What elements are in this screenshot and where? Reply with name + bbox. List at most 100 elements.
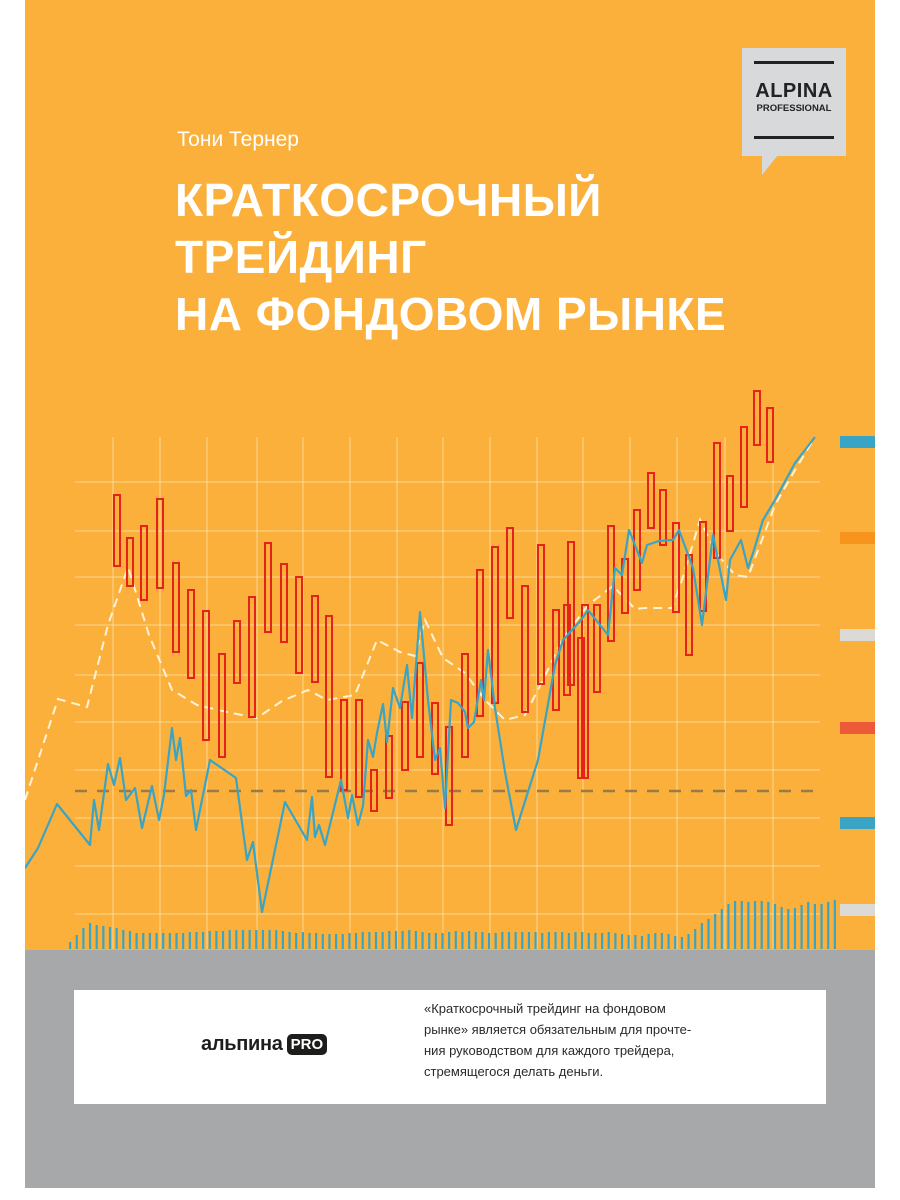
- volume-bar: [448, 932, 451, 949]
- volume-bar: [221, 931, 225, 949]
- badge-bottom-rule: [754, 136, 834, 139]
- side-marker: [840, 904, 875, 916]
- price-range-bar: [401, 701, 409, 771]
- volume-bar: [753, 901, 757, 949]
- volume-bar: [567, 933, 570, 949]
- title-line-3: НА ФОНДОВОМ РЫНКЕ: [175, 288, 727, 340]
- volume-bar: [514, 932, 517, 949]
- volume-bar: [800, 905, 803, 949]
- info-box: альпина PRO «Краткосрочный трейдинг на ф…: [74, 990, 826, 1104]
- volume-bar: [69, 942, 72, 949]
- price-range-bar: [537, 544, 545, 685]
- price-range-bar: [156, 498, 164, 589]
- volume-bar: [760, 901, 763, 949]
- volume-bar: [654, 933, 657, 949]
- volume-bar: [374, 932, 378, 949]
- volume-bar: [787, 909, 790, 949]
- logo-pro-tag: PRO: [286, 1034, 328, 1055]
- volume-bar: [75, 935, 78, 949]
- volume-bar: [414, 931, 417, 949]
- price-range-bar: [552, 609, 560, 711]
- volume-bar: [115, 928, 118, 949]
- volume-bar: [155, 933, 158, 949]
- volume-bar: [667, 934, 670, 949]
- volume-bar: [295, 933, 298, 949]
- volume-bar: [142, 933, 145, 949]
- badge-top-rule: [754, 61, 834, 64]
- volume-bar: [188, 932, 191, 949]
- volume-bar: [368, 932, 371, 949]
- price-range-bar: [753, 390, 761, 446]
- price-range-bar: [311, 595, 319, 683]
- volume-bar: [441, 933, 444, 949]
- volume-bar: [215, 931, 218, 949]
- volume-bar: [401, 931, 404, 949]
- book-cover: ALPINA PROFESSIONAL Тони Тернер КРАТКОСР…: [25, 0, 875, 1188]
- volume-bar: [773, 904, 777, 949]
- price-range-bar: [370, 769, 378, 812]
- side-marker: [840, 532, 875, 544]
- price-range-bar: [295, 576, 303, 674]
- side-marker: [840, 436, 875, 448]
- volume-bar: [381, 932, 384, 949]
- price-range-bar: [577, 637, 585, 779]
- price-range-bar: [248, 596, 256, 718]
- alpina-professional-badge: ALPINA PROFESSIONAL: [742, 48, 846, 175]
- volume-bar: [813, 904, 816, 949]
- price-range-bar: [506, 527, 514, 619]
- volume-bar: [261, 930, 265, 949]
- volume-bar: [108, 927, 112, 949]
- volume-bar: [421, 932, 424, 949]
- volume-bar: [481, 932, 484, 949]
- blurb-line: стремящегося делать деньги.: [424, 1064, 604, 1079]
- volume-bar: [88, 923, 92, 949]
- volume-bar: [714, 914, 717, 949]
- blurb-line: «Краткосрочный трейдинг на фондовом: [424, 1001, 666, 1016]
- volume-bar: [780, 907, 783, 949]
- volume-bar: [501, 932, 504, 949]
- price-range-bar: [340, 699, 348, 791]
- volume-bar: [793, 908, 797, 949]
- volume-bar: [361, 932, 364, 949]
- volume-bar: [694, 929, 697, 949]
- author-name: Тони Тернер: [177, 128, 299, 151]
- volume-bar: [827, 902, 830, 949]
- volume-bar: [335, 934, 338, 949]
- volume-bar: [428, 933, 431, 949]
- price-range-bar: [280, 563, 288, 643]
- volume-bar: [255, 930, 258, 949]
- badge-title: ALPINA: [755, 80, 833, 102]
- volume-bar: [388, 931, 391, 949]
- price-range-bar: [672, 522, 680, 613]
- volume-bar: [767, 902, 770, 949]
- volume-bar: [454, 931, 457, 949]
- volume-bar: [182, 933, 185, 949]
- volume-bar: [175, 933, 178, 949]
- volume-bar: [541, 933, 544, 949]
- price-range-bar: [726, 475, 734, 532]
- volume-bar: [321, 934, 324, 949]
- blurb-text: «Краткосрочный трейдинг на фондовом рынк…: [424, 998, 764, 1082]
- price-range-bar: [218, 653, 226, 758]
- title-line-2: ТРЕЙДИНГ: [175, 231, 427, 283]
- price-range-bar: [476, 569, 484, 717]
- price-range-bar: [593, 604, 601, 693]
- price-range-bar: [126, 537, 134, 587]
- volume-bar: [594, 933, 597, 949]
- volume-bar: [833, 900, 836, 949]
- volume-bar: [235, 930, 238, 949]
- logo-word: альпина: [201, 1033, 283, 1055]
- volume-bar: [275, 930, 278, 949]
- volume-bar: [301, 932, 304, 949]
- volume-bar: [128, 931, 132, 949]
- price-range-bar: [325, 615, 333, 778]
- volume-bar: [468, 931, 471, 949]
- volume-bar: [195, 932, 198, 949]
- volume-bar: [700, 923, 703, 949]
- volume-bar: [162, 933, 165, 949]
- side-marker: [840, 629, 875, 641]
- volume-bar: [601, 933, 604, 949]
- badge-subtitle: PROFESSIONAL: [756, 103, 832, 114]
- blurb-line: ния руководством для каждого трейдера,: [424, 1043, 675, 1058]
- price-range-bar: [740, 426, 748, 508]
